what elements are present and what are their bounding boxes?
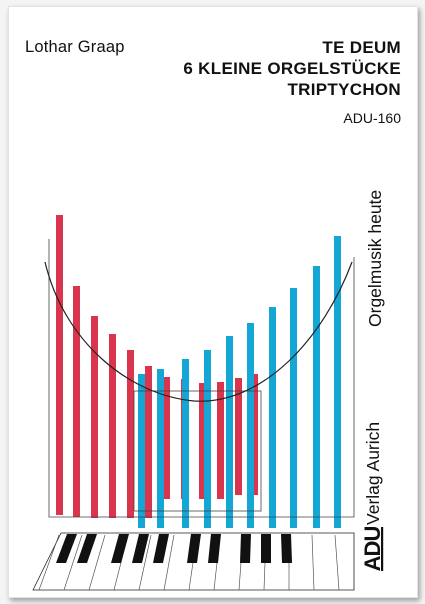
blue-pipe xyxy=(313,266,320,528)
red-pipe xyxy=(217,382,224,499)
blue-pipe xyxy=(182,359,189,528)
black-key xyxy=(56,534,77,563)
red-pipe xyxy=(251,374,258,495)
blue-pipe xyxy=(157,369,164,528)
composer-name: Lothar Graap xyxy=(25,38,125,56)
blue-pipe xyxy=(138,374,145,528)
blue-pipes xyxy=(138,236,341,528)
black-key xyxy=(261,534,271,563)
series-title: Orgelmusik heute xyxy=(365,157,385,327)
black-key xyxy=(281,534,292,563)
red-pipe xyxy=(199,383,206,499)
red-pipe xyxy=(235,378,242,495)
red-pipe xyxy=(127,350,134,518)
arc-curve xyxy=(44,261,353,402)
red-pipe xyxy=(73,286,80,517)
title-block: TE DEUM 6 KLEINE ORGELSTÜCKE TRIPTYCHON xyxy=(183,37,401,100)
black-key xyxy=(77,534,97,563)
black-key xyxy=(111,534,129,563)
black-key xyxy=(153,534,169,563)
svg-text:ADU: ADU xyxy=(360,527,385,571)
blue-pipe xyxy=(290,288,297,528)
black-key xyxy=(132,534,149,563)
black-key xyxy=(240,534,251,563)
title-line-3: TRIPTYCHON xyxy=(287,80,401,99)
black-key xyxy=(187,534,201,563)
red-pipe xyxy=(145,366,152,518)
blue-pipe xyxy=(269,307,276,528)
outline-frames xyxy=(48,239,355,518)
red-pipe xyxy=(56,215,63,515)
blue-pipe xyxy=(334,236,341,528)
red-pipe xyxy=(109,334,116,518)
organ-pipes-illustration xyxy=(32,215,355,591)
adu-logo-icon: ADU xyxy=(360,527,385,571)
publisher-name: Verlag Aurich xyxy=(363,367,383,525)
publisher-label: Verlag Aurich xyxy=(363,421,383,525)
catalog-number: ADU-160 xyxy=(343,110,401,126)
title-line-2: 6 KLEINE ORGELSTÜCKE xyxy=(183,59,401,78)
keyboard xyxy=(32,532,355,591)
title-line-1: TE DEUM xyxy=(322,38,401,57)
series-label: Orgelmusik heute xyxy=(365,189,385,327)
blue-pipe xyxy=(204,350,211,528)
black-key xyxy=(208,534,221,563)
blue-pipe xyxy=(247,323,254,528)
blue-pipe xyxy=(226,336,233,528)
score-cover: Lothar Graap TE DEUM 6 KLEINE ORGELSTÜCK… xyxy=(8,6,418,598)
red-pipe xyxy=(163,377,170,499)
publisher-block: Verlag Aurich ADU xyxy=(355,367,389,572)
red-pipe xyxy=(91,316,98,518)
